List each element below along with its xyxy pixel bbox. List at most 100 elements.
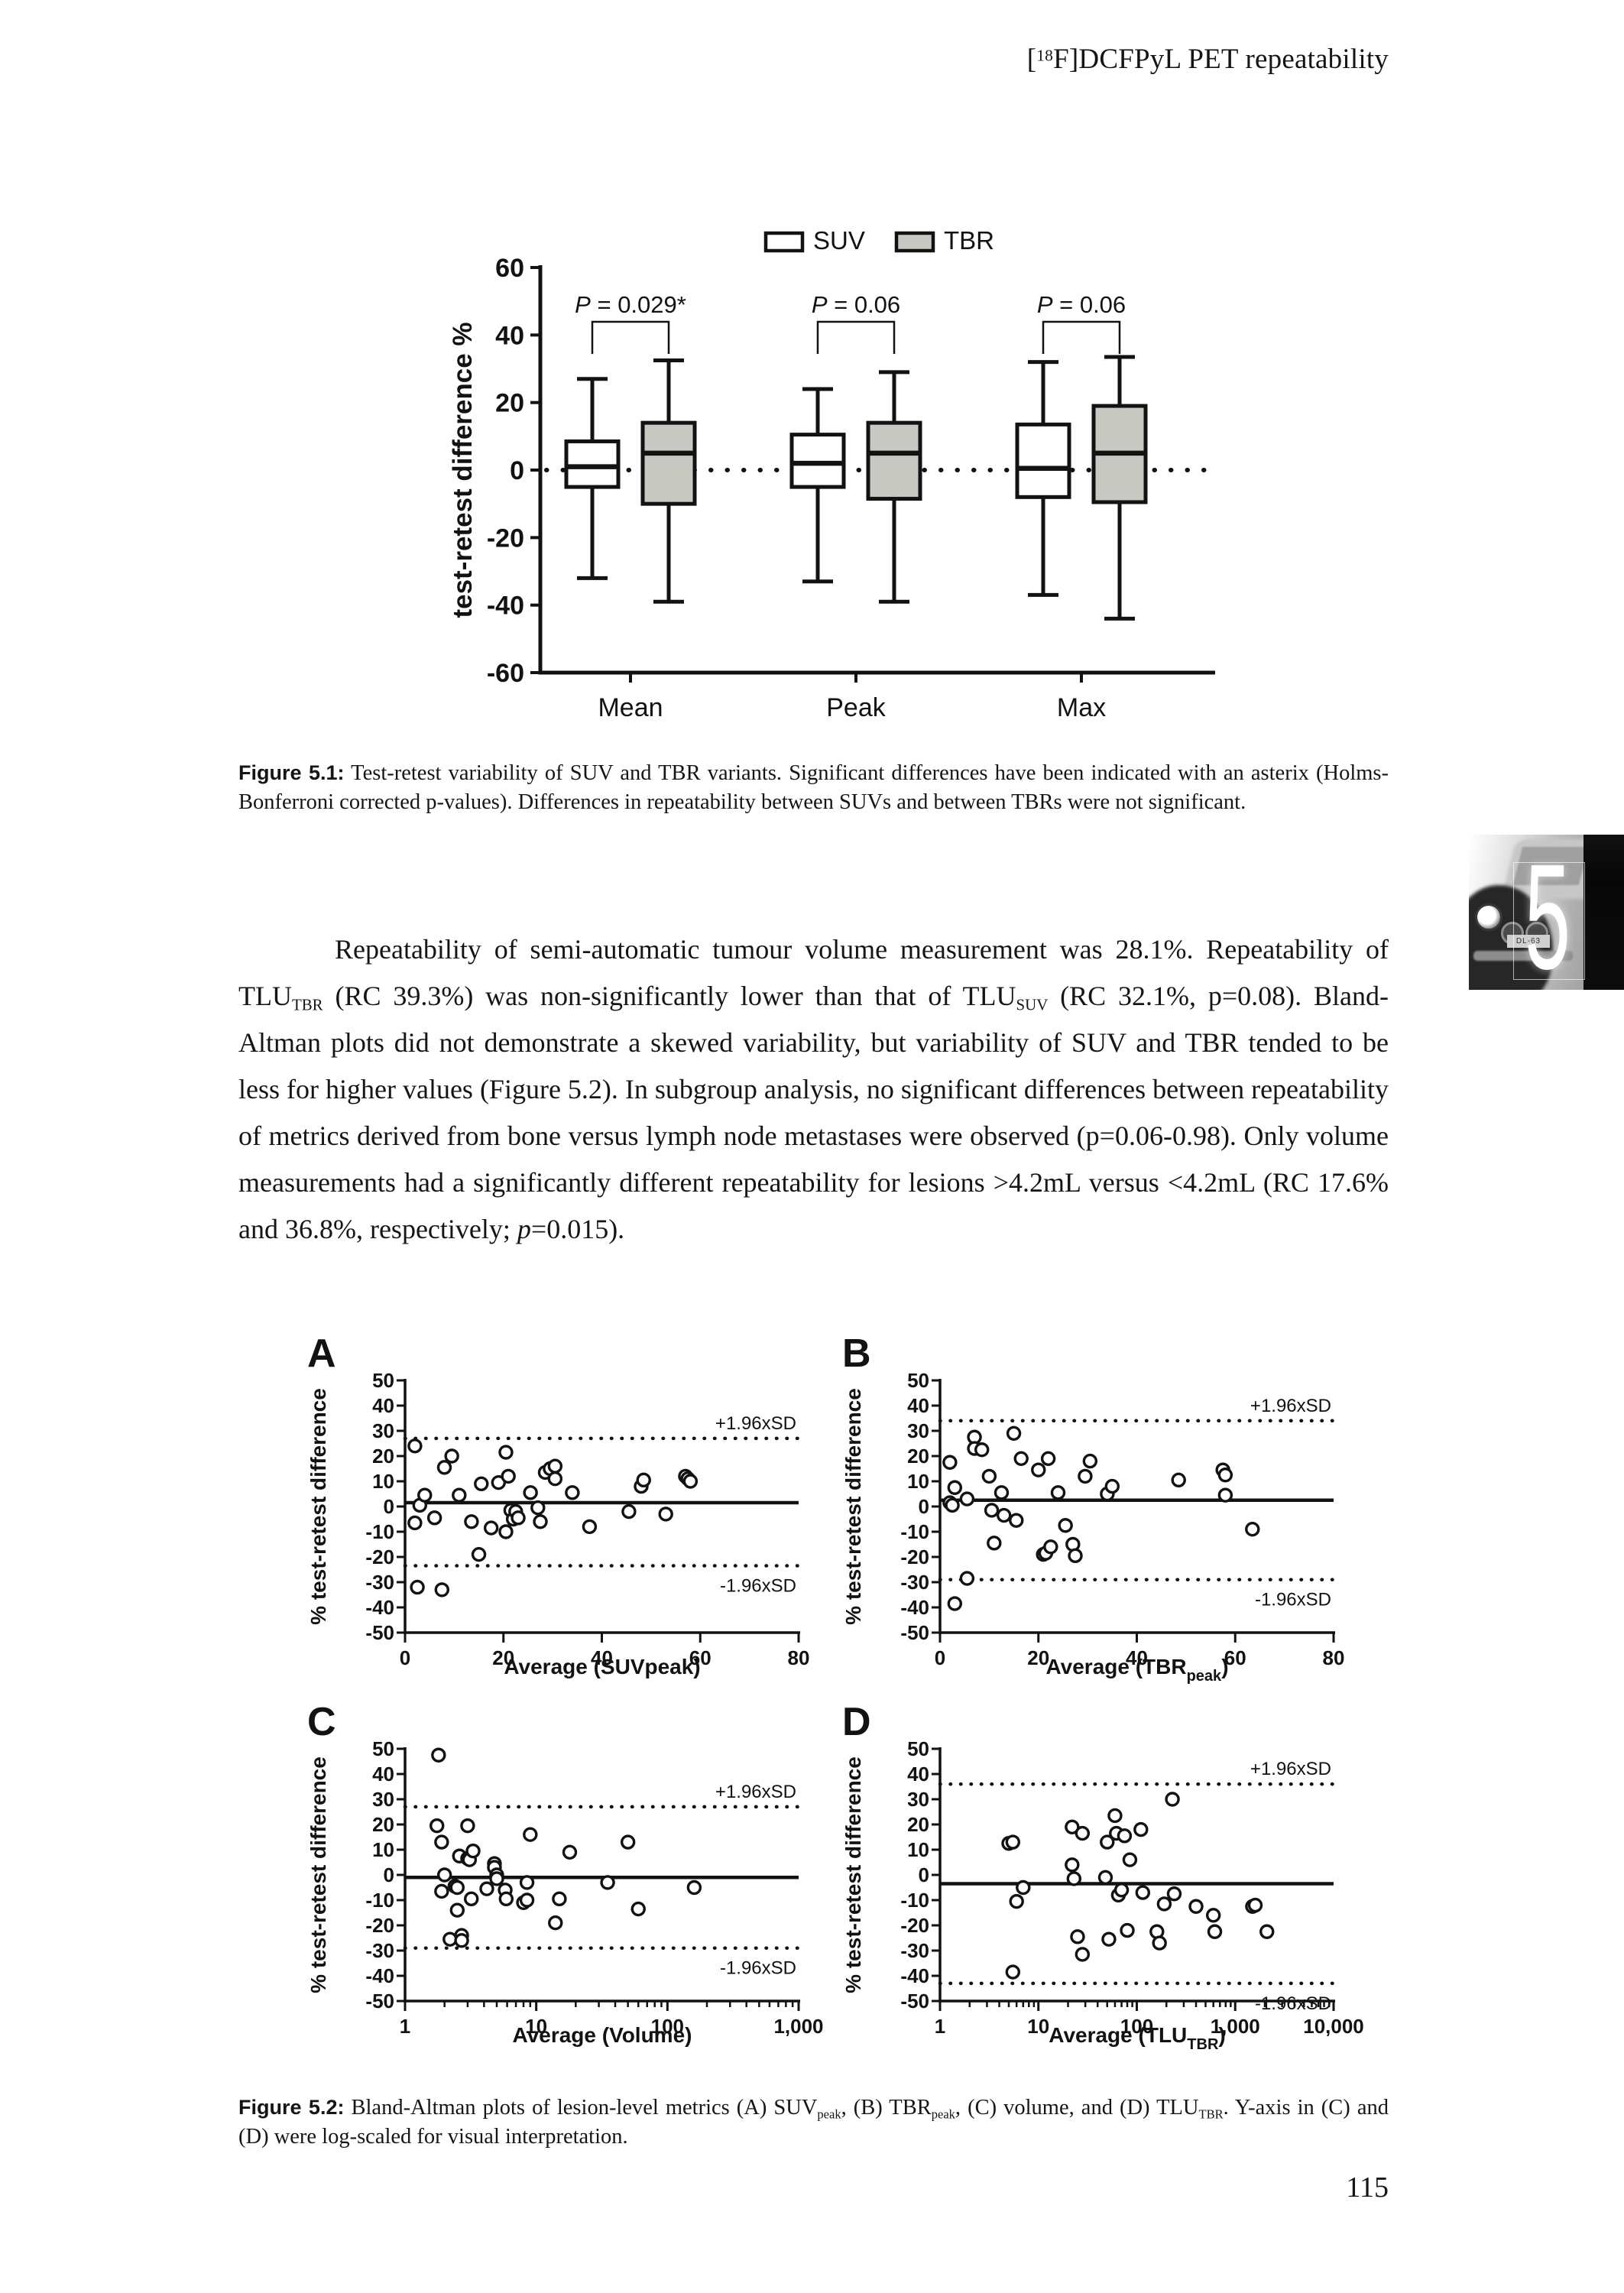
svg-text:1,000: 1,000 (1211, 2015, 1260, 2038)
figure-5-2-caption: Figure 5.2: Bland-Altman plots of lesion… (238, 2093, 1389, 2152)
svg-text:40: 40 (591, 1646, 613, 1669)
svg-text:0: 0 (919, 1495, 929, 1518)
page-number: 115 (1346, 2171, 1389, 2204)
svg-text:C: C (307, 1700, 336, 1744)
svg-text:Peak: Peak (826, 693, 886, 722)
svg-text:-60: -60 (487, 659, 524, 688)
svg-text:-20: -20 (900, 1914, 929, 1937)
svg-text:40: 40 (372, 1394, 394, 1417)
svg-text:-40: -40 (365, 1596, 394, 1619)
svg-text:100: 100 (651, 2015, 684, 2038)
svg-text:40: 40 (907, 1394, 929, 1417)
svg-text:-1.96xSD: -1.96xSD (1255, 1993, 1331, 2014)
svg-text:-20: -20 (365, 1545, 394, 1568)
car-headlight (1475, 903, 1502, 931)
chapter-thumbnail: DL-63 5 (1469, 835, 1624, 998)
figure-5-1-label: Figure 5.1: (238, 761, 345, 784)
svg-text:-10: -10 (365, 1889, 394, 1912)
svg-text:D: D (842, 1700, 871, 1744)
svg-text:-50: -50 (365, 1621, 394, 1644)
figure-5-2-label: Figure 5.2: (238, 2096, 345, 2119)
svg-text:SUV: SUV (813, 226, 865, 255)
svg-text:10,000: 10,000 (1303, 2015, 1364, 2038)
svg-text:% test-retest difference: % test-retest difference (841, 1388, 865, 1625)
svg-text:Average (SUVpeak): Average (SUVpeak) (504, 1655, 700, 1678)
svg-text:-30: -30 (365, 1939, 394, 1962)
svg-text:-50: -50 (900, 1621, 929, 1644)
svg-text:-40: -40 (365, 1964, 394, 1987)
svg-text:test-retest difference %: test-retest difference % (448, 322, 478, 618)
car-bumper (1473, 951, 1573, 961)
svg-text:-10: -10 (900, 1889, 929, 1912)
svg-text:-1.96xSD: -1.96xSD (720, 1576, 796, 1597)
figure-5-1-boxplot: SUV TBR -60 -40 -20 0 20 40 60 test-retest differ… (448, 226, 1217, 722)
svg-text:30: 30 (907, 1419, 929, 1442)
svg-text:+1.96xSD: +1.96xSD (1250, 1396, 1331, 1416)
svg-text:20: 20 (907, 1445, 929, 1468)
svg-text:% test-retest difference: % test-retest difference (841, 1756, 865, 1993)
chapter-number: 5 (1525, 833, 1571, 1001)
svg-text:% test-retest difference: % test-retest difference (306, 1388, 330, 1625)
svg-text:40: 40 (372, 1763, 394, 1785)
svg-text:0: 0 (935, 1646, 945, 1669)
svg-text:80: 80 (788, 1646, 810, 1669)
svg-text:0: 0 (919, 1863, 929, 1886)
svg-text:-50: -50 (900, 1990, 929, 2012)
svg-text:-10: -10 (365, 1520, 394, 1543)
svg-text:+1.96xSD: +1.96xSD (715, 1413, 796, 1434)
svg-text:10: 10 (1027, 2015, 1049, 2038)
svg-text:0: 0 (384, 1495, 394, 1518)
figure-5-1-caption-text: Test-retest variability of SUV and TBR v… (238, 761, 1389, 814)
svg-text:50: 50 (907, 1369, 929, 1392)
svg-text:-40: -40 (900, 1964, 929, 1987)
svg-text:P = 0.06: P = 0.06 (1037, 291, 1126, 318)
car-photo: DL-63 (1469, 835, 1583, 990)
svg-text:0: 0 (510, 456, 524, 485)
svg-text:10: 10 (907, 1470, 929, 1493)
svg-text:40: 40 (495, 321, 524, 350)
running-header: [18F]DCFPyL PET repeatability (1026, 44, 1389, 75)
svg-text:A: A (307, 1331, 336, 1376)
figure-5-1-caption: Figure 5.1: Test-retest variability of S… (238, 758, 1389, 817)
svg-text:20: 20 (492, 1646, 514, 1669)
svg-text:-1.96xSD: -1.96xSD (720, 1958, 796, 1979)
bland-altman-panel-c: C+1.96xSD-1.96xSD-50-40-30-20-1001020304… (306, 1700, 824, 2047)
svg-text:60: 60 (689, 1646, 712, 1669)
bland-altman-panel-a: A+1.96xSD-1.96xSD-50-40-30-20-1001020304… (306, 1331, 810, 1678)
svg-text:50: 50 (372, 1737, 394, 1760)
svg-text:-50: -50 (365, 1990, 394, 2012)
svg-text:-30: -30 (900, 1571, 929, 1594)
svg-text:Average (Volume): Average (Volume) (513, 2023, 692, 2047)
svg-text:10: 10 (525, 2015, 547, 2038)
svg-text:20: 20 (372, 1813, 394, 1836)
svg-text:-40: -40 (487, 592, 524, 621)
svg-text:-20: -20 (900, 1545, 929, 1568)
svg-text:0: 0 (400, 1646, 410, 1669)
svg-text:-20: -20 (487, 524, 524, 553)
svg-text:60: 60 (1224, 1646, 1246, 1669)
svg-text:30: 30 (372, 1419, 394, 1442)
bland-altman-panel-d: D+1.96xSD-1.96xSD-50-40-30-20-1001020304… (841, 1700, 1364, 2052)
svg-text:-30: -30 (900, 1939, 929, 1962)
svg-text:-40: -40 (900, 1596, 929, 1619)
svg-text:20: 20 (495, 389, 524, 418)
svg-text:TBR: TBR (944, 226, 994, 255)
svg-text:20: 20 (907, 1813, 929, 1836)
svg-text:10: 10 (907, 1838, 929, 1861)
svg-text:P = 0.029*: P = 0.029* (575, 291, 686, 318)
svg-text:50: 50 (907, 1737, 929, 1760)
body-paragraph: Repeatability of semi-automatic tumour v… (238, 934, 1389, 1244)
car-license-plate: DL-63 (1507, 935, 1550, 948)
svg-text:1: 1 (400, 2015, 410, 2038)
svg-text:-20: -20 (365, 1914, 394, 1937)
svg-text:% test-retest difference: % test-retest difference (306, 1756, 330, 1993)
figure-5-2-caption-text: Bland-Altman plots of lesion-level metri… (238, 2096, 1389, 2149)
svg-text:30: 30 (907, 1788, 929, 1811)
svg-text:0: 0 (384, 1863, 394, 1886)
svg-text:50: 50 (372, 1369, 394, 1392)
svg-text:1,000: 1,000 (773, 2015, 823, 2038)
svg-text:10: 10 (372, 1838, 394, 1861)
svg-text:Max: Max (1057, 693, 1106, 722)
svg-text:40: 40 (1126, 1646, 1148, 1669)
